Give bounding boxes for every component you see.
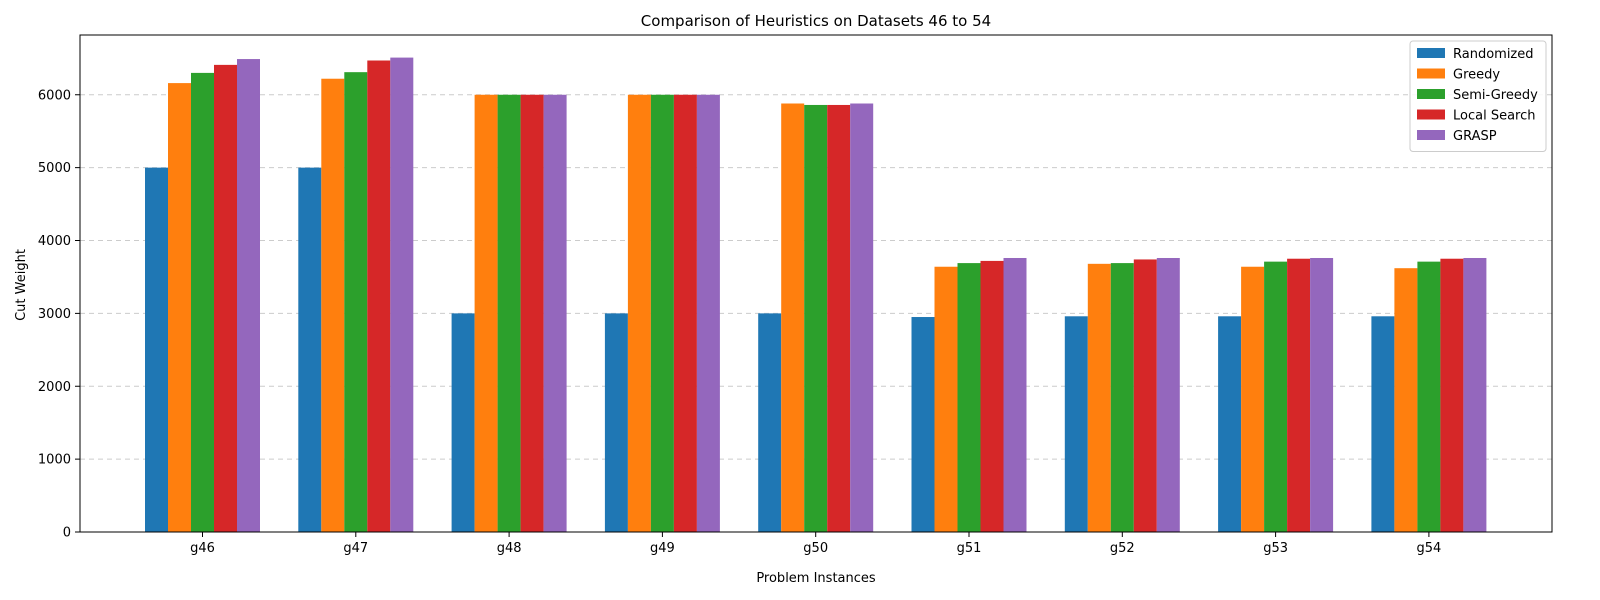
bar-greedy-g49 [627,94,651,533]
x-tick-label: g49 [650,541,675,556]
bar-randomized-g52 [1064,316,1088,532]
bar-semi-greedy-g51 [957,263,981,532]
legend-swatch [1417,68,1445,79]
x-tick-label: g50 [803,541,828,556]
x-tick-label: g52 [1110,541,1135,556]
x-axis-label: Problem Instances [756,571,876,586]
bar-local-search-g46 [214,64,237,532]
bar-greedy-g47 [321,78,345,533]
legend-swatch [1417,48,1445,58]
x-tick-label: g53 [1263,541,1288,556]
bar-local-search-g53 [1287,258,1311,532]
bars [145,57,1487,533]
bar-grasp-g48 [543,94,567,533]
legend-swatch [1417,89,1445,99]
bar-semi-greedy-g49 [650,94,674,533]
bar-semi-greedy-g53 [1264,261,1288,532]
legend-swatch [1417,109,1445,120]
bar-local-search-g54 [1440,258,1464,532]
bar-grasp-g47 [390,57,414,532]
legend-swatch [1417,130,1445,140]
bar-semi-greedy-g50 [804,104,828,532]
legend-label: Local Search [1453,109,1536,124]
bar-randomized-g54 [1371,316,1395,532]
bar-semi-greedy-g54 [1417,261,1441,532]
bar-grasp-g50 [850,103,874,532]
bar-greedy-g48 [474,94,498,533]
bar-grasp-g53 [1310,257,1334,532]
bar-greedy-g53 [1241,266,1265,532]
bar-greedy-g52 [1087,263,1111,532]
x-tick-label: g46 [190,541,215,556]
bar-randomized-g47 [298,167,322,532]
legend: Randomized Greedy Semi-Greedy Local Search G… [1409,40,1547,152]
y-tick-label: 1000 [38,453,71,468]
bar-grasp-g52 [1156,257,1180,532]
bar-greedy-g51 [934,266,958,532]
bar-semi-greedy-g46 [191,72,214,533]
bar-grasp-g54 [1463,257,1487,532]
y-tick-label: 0 [63,526,71,541]
bar-grasp-g46 [237,59,260,532]
chart-title: Comparison of Heuristics on Datasets 46 … [641,12,991,30]
bar-local-search-g48 [520,94,544,533]
bar-grasp-g49 [696,94,720,533]
axes: 0 1000 2000 3000 4000 5000 6000 g46 g47 g48 g49 g50… [38,34,1553,556]
bar-local-search-g52 [1133,259,1157,532]
y-tick-label: 6000 [38,88,71,103]
x-tick-label: g47 [343,541,368,556]
bar-randomized-g51 [911,317,935,532]
bar-local-search-g50 [827,104,851,532]
bar-greedy-g54 [1394,268,1418,532]
bar-semi-greedy-g48 [497,94,521,533]
legend-label: Greedy [1453,68,1500,83]
plot-frame [79,34,1553,533]
bar-semi-greedy-g47 [344,72,368,533]
legend-label: Semi-Greedy [1453,88,1538,103]
x-tick-label: g54 [1417,541,1442,556]
bar-local-search-g47 [367,60,391,533]
y-tick-label: 4000 [38,234,71,249]
bar-semi-greedy-g52 [1110,263,1134,532]
y-tick-label: 2000 [38,380,71,395]
bar-local-search-g51 [980,260,1004,532]
bar-randomized-g46 [145,167,168,532]
bar-greedy-g50 [781,103,805,532]
legend-label: Randomized [1453,47,1534,62]
legend-label: GRASP [1453,129,1497,144]
bar-grasp-g51 [1003,257,1027,532]
y-axis-label: Cut Weight [14,249,29,321]
y-tick-label: 3000 [38,307,71,322]
x-tick-label: g48 [497,541,522,556]
bar-randomized-g50 [758,313,782,532]
bar-randomized-g53 [1218,316,1242,532]
bar-greedy-g46 [168,83,191,532]
bar-randomized-g49 [604,313,628,532]
bar-randomized-g48 [451,313,475,532]
y-tick-label: 5000 [38,161,71,176]
bar-local-search-g49 [673,94,697,533]
x-tick-label: g51 [957,541,982,556]
